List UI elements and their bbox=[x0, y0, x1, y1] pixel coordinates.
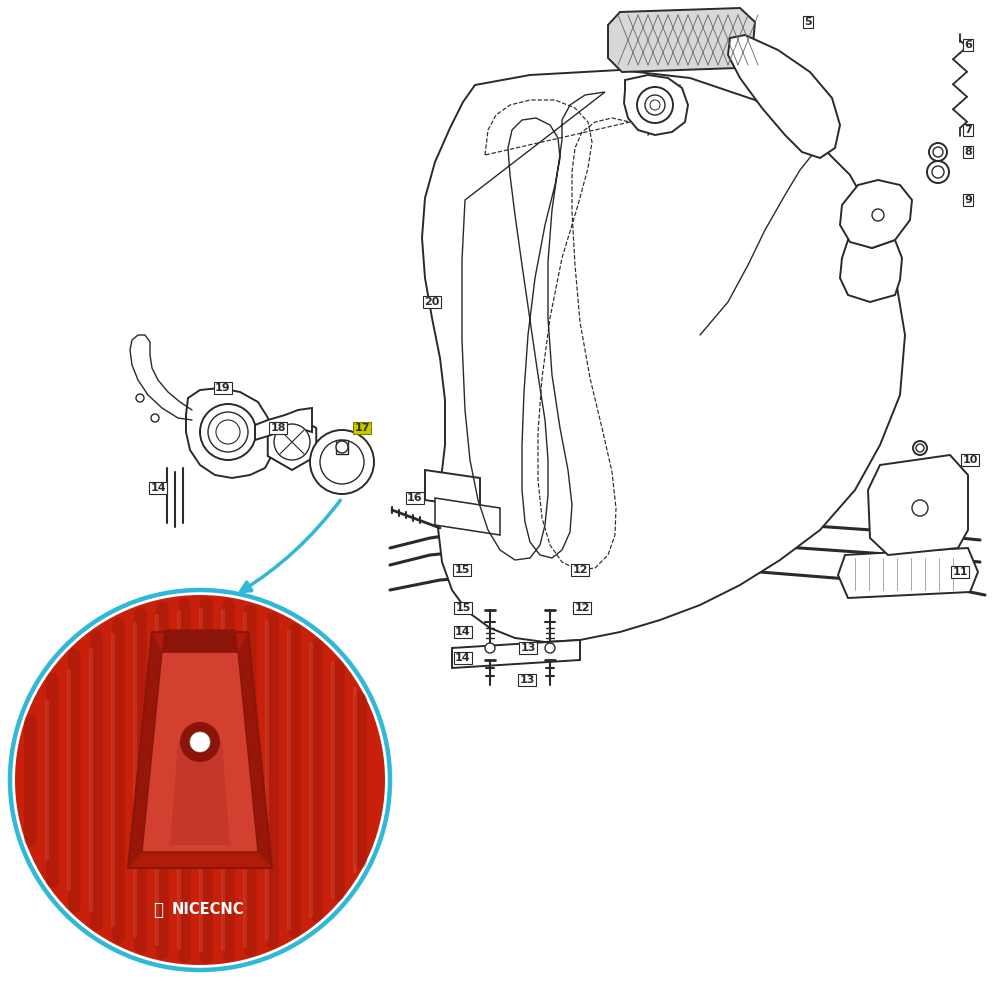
Circle shape bbox=[645, 95, 665, 115]
Circle shape bbox=[872, 209, 884, 221]
Text: 17: 17 bbox=[354, 423, 370, 433]
Text: 5: 5 bbox=[804, 17, 812, 27]
Bar bbox=[336, 440, 348, 454]
Circle shape bbox=[933, 147, 943, 157]
Text: 11: 11 bbox=[952, 567, 968, 577]
Polygon shape bbox=[268, 414, 316, 470]
Circle shape bbox=[650, 100, 660, 110]
Polygon shape bbox=[186, 388, 272, 478]
Text: 7: 7 bbox=[964, 125, 972, 135]
Circle shape bbox=[15, 595, 385, 965]
Polygon shape bbox=[624, 75, 688, 135]
Polygon shape bbox=[422, 70, 905, 642]
Text: 12: 12 bbox=[572, 565, 588, 575]
Text: 15: 15 bbox=[454, 565, 470, 575]
Text: 16: 16 bbox=[407, 493, 423, 503]
Circle shape bbox=[216, 420, 240, 444]
Text: 9: 9 bbox=[964, 195, 972, 205]
Text: 6: 6 bbox=[964, 40, 972, 50]
Polygon shape bbox=[838, 548, 978, 598]
Polygon shape bbox=[170, 742, 230, 845]
Circle shape bbox=[320, 440, 364, 484]
Circle shape bbox=[916, 444, 924, 452]
Polygon shape bbox=[452, 640, 580, 668]
Circle shape bbox=[190, 732, 210, 752]
Circle shape bbox=[927, 161, 949, 183]
Circle shape bbox=[208, 412, 248, 452]
Circle shape bbox=[8, 588, 392, 972]
Polygon shape bbox=[868, 455, 968, 555]
Polygon shape bbox=[840, 240, 902, 302]
Polygon shape bbox=[128, 632, 272, 868]
Text: 14: 14 bbox=[150, 483, 166, 493]
Circle shape bbox=[274, 424, 310, 460]
Circle shape bbox=[913, 441, 927, 455]
Text: 14: 14 bbox=[455, 627, 471, 637]
Circle shape bbox=[637, 87, 673, 123]
Text: 10: 10 bbox=[962, 455, 978, 465]
Text: NICECNC: NICECNC bbox=[172, 902, 244, 918]
Circle shape bbox=[336, 441, 348, 453]
Circle shape bbox=[929, 143, 947, 161]
Circle shape bbox=[932, 166, 944, 178]
Polygon shape bbox=[142, 652, 258, 852]
Text: 20: 20 bbox=[424, 297, 440, 307]
Polygon shape bbox=[728, 35, 840, 158]
Circle shape bbox=[136, 394, 144, 402]
Circle shape bbox=[310, 430, 374, 494]
Polygon shape bbox=[608, 8, 755, 72]
Circle shape bbox=[912, 500, 928, 516]
Text: Ⓝ: Ⓝ bbox=[153, 901, 163, 919]
Text: 13: 13 bbox=[520, 643, 536, 653]
Circle shape bbox=[180, 722, 220, 762]
Text: 19: 19 bbox=[215, 383, 231, 393]
Polygon shape bbox=[162, 630, 238, 652]
Text: 18: 18 bbox=[270, 423, 286, 433]
Circle shape bbox=[151, 414, 159, 422]
Polygon shape bbox=[238, 632, 272, 868]
Circle shape bbox=[545, 643, 555, 653]
Circle shape bbox=[200, 404, 256, 460]
Polygon shape bbox=[128, 632, 162, 868]
Text: 15: 15 bbox=[455, 603, 471, 613]
Polygon shape bbox=[425, 470, 480, 508]
Polygon shape bbox=[435, 498, 500, 535]
Text: 8: 8 bbox=[964, 147, 972, 157]
Polygon shape bbox=[840, 180, 912, 248]
Polygon shape bbox=[255, 408, 312, 440]
Text: 14: 14 bbox=[455, 653, 471, 663]
Text: 13: 13 bbox=[519, 675, 535, 685]
Text: 12: 12 bbox=[574, 603, 590, 613]
Circle shape bbox=[485, 643, 495, 653]
